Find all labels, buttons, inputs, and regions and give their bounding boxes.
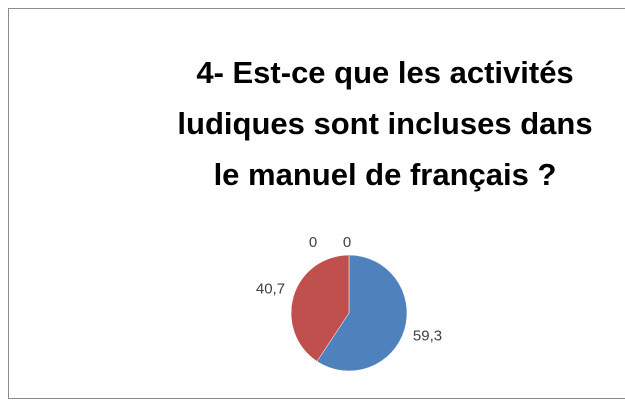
data-label: 40,7 (256, 280, 285, 297)
data-label: 59,3 (413, 328, 442, 345)
data-label: 0 (309, 234, 317, 251)
chart-title: ludiques sont incluses dans (177, 106, 592, 141)
chart-title: le manuel de français ? (214, 157, 557, 192)
chart-title: 4- Est-ce que les activités (196, 55, 573, 90)
data-label: 0 (343, 234, 351, 251)
pie-slice (316, 254, 408, 372)
pie-slice (290, 254, 350, 362)
